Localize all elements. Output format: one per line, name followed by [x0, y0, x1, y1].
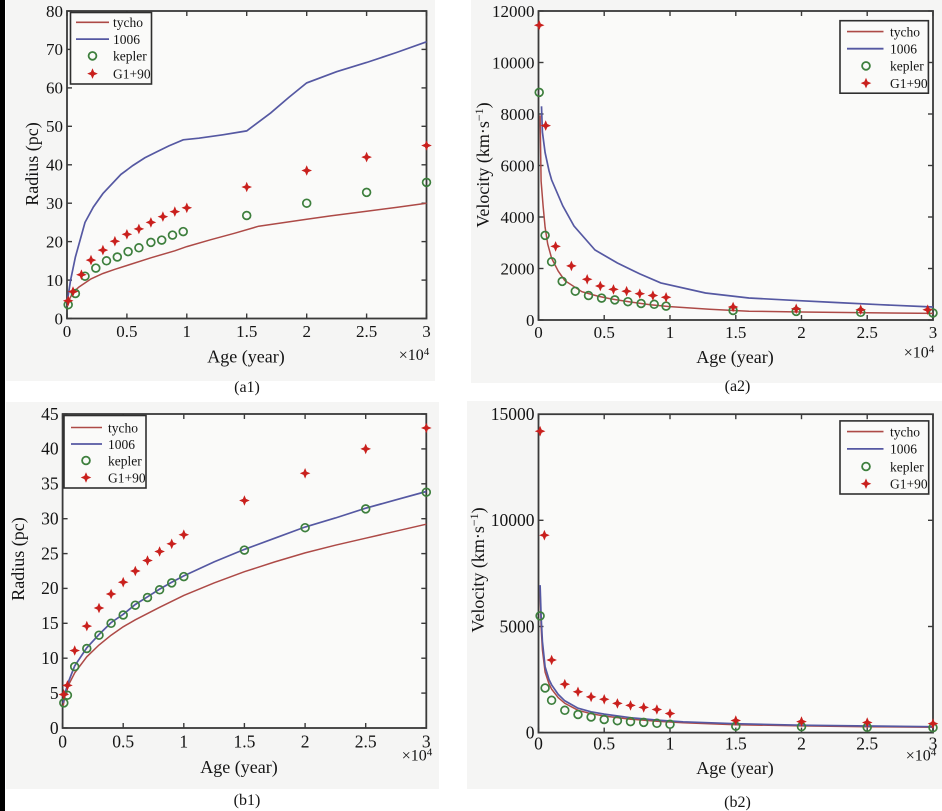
- svg-text:kepler: kepler: [108, 453, 142, 468]
- svg-text:3: 3: [422, 322, 431, 341]
- svg-text:G1+90: G1+90: [890, 477, 928, 492]
- svg-text:40: 40: [41, 439, 59, 459]
- svg-text:0.5: 0.5: [593, 734, 615, 754]
- svg-text:4000: 4000: [501, 208, 535, 227]
- svg-text:Age (year): Age (year): [696, 347, 773, 368]
- svg-text:30: 30: [46, 194, 63, 213]
- svg-text:2.5: 2.5: [355, 732, 377, 752]
- svg-text:Velocity (km·s−1): Velocity (km·s−1): [472, 102, 494, 227]
- svg-text:10: 10: [46, 271, 63, 290]
- svg-text:2: 2: [302, 322, 311, 341]
- svg-text:Age (year): Age (year): [207, 347, 284, 368]
- svg-text:2.5: 2.5: [856, 734, 878, 754]
- svg-text:Age (year): Age (year): [696, 758, 773, 779]
- svg-text:0: 0: [534, 734, 543, 754]
- svg-text:1006: 1006: [108, 437, 135, 452]
- svg-text:Velocity (km·s−1): Velocity (km·s−1): [467, 507, 489, 632]
- svg-text:15: 15: [41, 613, 59, 633]
- svg-text:×104: ×104: [399, 346, 430, 364]
- svg-text:Radius (pc): Radius (pc): [22, 122, 43, 205]
- svg-text:25: 25: [41, 543, 59, 563]
- svg-text:10000: 10000: [491, 510, 535, 530]
- svg-text:×104: ×104: [906, 747, 937, 765]
- svg-text:2: 2: [797, 734, 806, 754]
- svg-text:0: 0: [50, 718, 59, 738]
- svg-text:20: 20: [46, 232, 63, 251]
- svg-text:0.5: 0.5: [112, 732, 134, 752]
- svg-text:Radius (pc): Radius (pc): [8, 517, 29, 600]
- svg-text:70: 70: [46, 40, 63, 59]
- svg-text:tycho: tycho: [108, 420, 138, 435]
- svg-text:80: 80: [46, 2, 63, 21]
- svg-text:Age (year): Age (year): [200, 757, 277, 778]
- svg-text:1.5: 1.5: [725, 323, 746, 342]
- svg-text:tycho: tycho: [113, 15, 143, 30]
- svg-text:8000: 8000: [501, 105, 535, 124]
- svg-text:1006: 1006: [890, 442, 917, 457]
- svg-text:2.5: 2.5: [356, 322, 377, 341]
- svg-text:1006: 1006: [890, 42, 917, 57]
- svg-text:(a1): (a1): [234, 379, 260, 396]
- svg-text:5: 5: [50, 683, 59, 703]
- svg-text:20: 20: [41, 578, 59, 598]
- svg-text:kepler: kepler: [113, 49, 147, 64]
- svg-text:5000: 5000: [500, 616, 535, 636]
- svg-text:1: 1: [666, 734, 675, 754]
- svg-text:G1+90: G1+90: [890, 76, 928, 91]
- svg-text:(b2): (b2): [724, 794, 751, 811]
- svg-text:1: 1: [666, 323, 675, 342]
- svg-text:1.5: 1.5: [236, 322, 257, 341]
- svg-text:2000: 2000: [501, 259, 535, 278]
- svg-text:12000: 12000: [492, 2, 535, 21]
- svg-text:0: 0: [63, 322, 72, 341]
- svg-text:30: 30: [41, 509, 59, 529]
- svg-text:50: 50: [46, 117, 63, 136]
- svg-text:1.5: 1.5: [725, 734, 747, 754]
- svg-text:35: 35: [41, 474, 59, 494]
- svg-text:1006: 1006: [113, 32, 140, 47]
- svg-text:3: 3: [422, 732, 431, 752]
- svg-text:G1+90: G1+90: [108, 470, 146, 485]
- svg-text:G1+90: G1+90: [113, 66, 151, 81]
- svg-text:6000: 6000: [501, 156, 535, 175]
- svg-text:2: 2: [797, 323, 806, 342]
- svg-text:×104: ×104: [402, 747, 433, 765]
- svg-text:0: 0: [526, 722, 535, 742]
- svg-text:60: 60: [46, 79, 63, 98]
- svg-text:×104: ×104: [904, 344, 935, 362]
- svg-text:tycho: tycho: [890, 424, 920, 439]
- svg-text:(a2): (a2): [725, 378, 751, 395]
- svg-text:0.5: 0.5: [116, 322, 137, 341]
- svg-text:10: 10: [41, 648, 59, 668]
- svg-text:kepler: kepler: [890, 59, 924, 74]
- svg-text:0: 0: [534, 323, 543, 342]
- svg-text:1: 1: [183, 322, 192, 341]
- svg-text:kepler: kepler: [890, 459, 924, 474]
- svg-text:2: 2: [301, 732, 310, 752]
- svg-text:0: 0: [526, 311, 535, 330]
- svg-text:0: 0: [55, 309, 64, 328]
- svg-text:1.5: 1.5: [233, 732, 255, 752]
- svg-text:45: 45: [41, 404, 59, 424]
- svg-text:2.5: 2.5: [857, 323, 878, 342]
- svg-text:0: 0: [58, 732, 67, 752]
- svg-text:(b1): (b1): [234, 792, 261, 809]
- svg-text:40: 40: [46, 156, 63, 175]
- svg-text:15000: 15000: [491, 404, 535, 424]
- svg-text:3: 3: [929, 734, 938, 754]
- svg-text:tycho: tycho: [890, 24, 920, 39]
- svg-text:0.5: 0.5: [594, 323, 615, 342]
- svg-text:3: 3: [929, 323, 938, 342]
- svg-text:10000: 10000: [492, 53, 535, 72]
- svg-text:1: 1: [179, 732, 188, 752]
